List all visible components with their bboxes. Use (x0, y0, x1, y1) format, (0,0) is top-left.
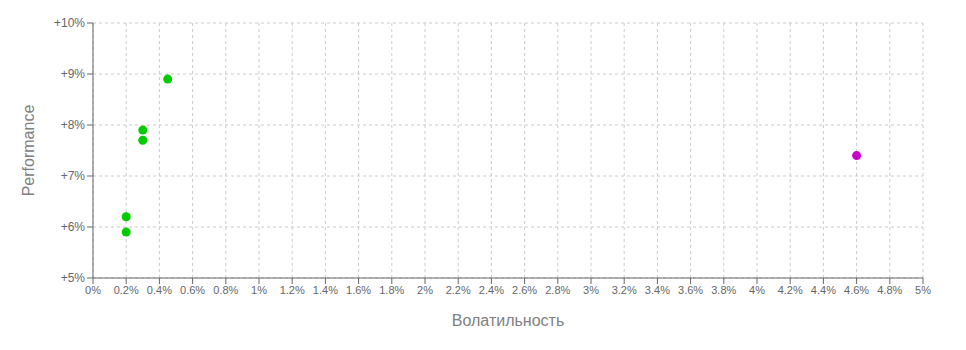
svg-text:5%: 5% (915, 284, 931, 296)
svg-text:4.8%: 4.8% (877, 284, 902, 296)
svg-text:2.6%: 2.6% (512, 284, 537, 296)
svg-text:3.2%: 3.2% (612, 284, 637, 296)
svg-text:0%: 0% (85, 284, 101, 296)
svg-text:+8%: +8% (61, 118, 86, 132)
svg-text:3.6%: 3.6% (678, 284, 703, 296)
svg-text:4.2%: 4.2% (778, 284, 803, 296)
svg-text:1.4%: 1.4% (313, 284, 338, 296)
svg-text:+6%: +6% (61, 220, 86, 234)
svg-text:1.8%: 1.8% (379, 284, 404, 296)
svg-text:0.4%: 0.4% (147, 284, 172, 296)
svg-text:1%: 1% (251, 284, 267, 296)
svg-text:+7%: +7% (61, 169, 86, 183)
svg-text:+10%: +10% (54, 16, 85, 30)
svg-text:+9%: +9% (61, 67, 86, 81)
svg-text:+5%: +5% (61, 271, 86, 285)
svg-text:2.4%: 2.4% (479, 284, 504, 296)
svg-text:2.8%: 2.8% (545, 284, 570, 296)
svg-text:Волатильность: Волатильность (452, 312, 564, 329)
svg-text:0.8%: 0.8% (213, 284, 238, 296)
svg-text:3.4%: 3.4% (645, 284, 670, 296)
svg-text:4%: 4% (749, 284, 765, 296)
svg-text:0.2%: 0.2% (114, 284, 139, 296)
svg-text:Performance: Performance (20, 105, 37, 197)
svg-text:1.2%: 1.2% (280, 284, 305, 296)
svg-text:4.4%: 4.4% (811, 284, 836, 296)
svg-text:0.6%: 0.6% (180, 284, 205, 296)
svg-text:1.6%: 1.6% (346, 284, 371, 296)
svg-text:2%: 2% (417, 284, 433, 296)
svg-text:3%: 3% (583, 284, 599, 296)
svg-text:2.2%: 2.2% (446, 284, 471, 296)
svg-text:4.6%: 4.6% (844, 284, 869, 296)
svg-text:3.8%: 3.8% (711, 284, 736, 296)
